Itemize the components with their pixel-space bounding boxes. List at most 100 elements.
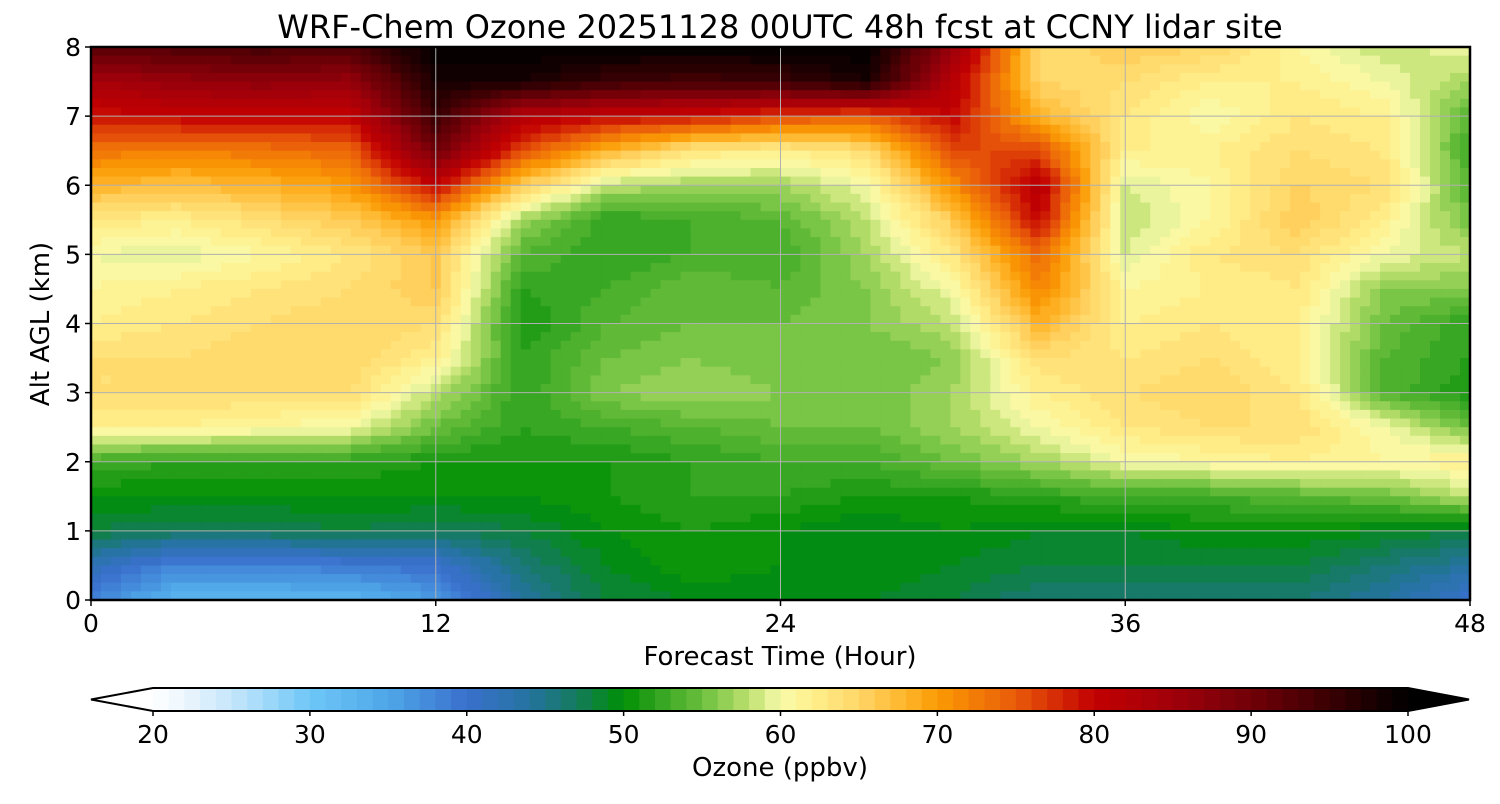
ozone-cell: [330, 340, 342, 351]
ozone-cell: [550, 323, 562, 333]
ozone-cell: [1370, 254, 1381, 264]
ozone-cell: [820, 228, 832, 238]
ozone-cell: [440, 349, 452, 359]
ozone-cell: [190, 133, 202, 143]
ozone-cell: [800, 176, 812, 186]
ozone-cell: [1170, 237, 1181, 247]
ozone-cell: [450, 254, 462, 264]
ozone-cell: [1250, 271, 1261, 281]
ozone-cell: [680, 176, 692, 186]
ozone-cell: [470, 47, 482, 57]
ozone-cell: [390, 176, 402, 186]
ozone-cell: [210, 133, 222, 143]
ozone-cell: [510, 271, 522, 281]
ozone-cell: [280, 349, 292, 359]
ozone-cell: [230, 124, 242, 135]
ozone-cell: [730, 323, 742, 333]
ozone-cell: [1260, 72, 1271, 83]
ozone-cell: [420, 133, 432, 143]
ozone-cell: [1210, 340, 1221, 351]
ozone-cell: [480, 228, 492, 238]
ozone-cell: [510, 159, 522, 169]
ozone-cell: [350, 323, 362, 333]
ozone-cell: [510, 55, 522, 65]
ozone-cell: [200, 280, 212, 290]
ozone-cell: [1050, 254, 1061, 264]
ozone-cell: [250, 64, 262, 74]
ozone-cell: [340, 245, 352, 256]
ozone-cell: [1040, 185, 1051, 195]
ozone-cell: [1370, 90, 1381, 100]
ozone-cell: [1030, 297, 1042, 307]
ozone-cell: [810, 81, 822, 91]
ozone-cell: [1340, 340, 1351, 351]
ozone-cell: [490, 47, 502, 57]
ozone-cell: [600, 185, 612, 195]
ozone-cell: [910, 211, 922, 221]
ozone-cell: [1400, 349, 1411, 359]
ozone-cell: [490, 349, 502, 359]
ozone-cell: [380, 64, 392, 74]
ozone-cell: [960, 167, 972, 178]
ozone-cell: [990, 142, 1002, 152]
ozone-cell: [150, 271, 162, 281]
ozone-cell: [210, 332, 222, 342]
ozone-cell: [160, 332, 172, 342]
ozone-cell: [540, 228, 552, 238]
ozone-cell: [250, 72, 262, 83]
ozone-cell: [1420, 271, 1431, 281]
ozone-cell: [1380, 245, 1391, 256]
ozone-cell: [1350, 193, 1361, 204]
ozone-cell: [1130, 150, 1141, 161]
ozone-cell: [150, 55, 162, 65]
ozone-cell: [780, 349, 792, 359]
ozone-cell: [1100, 116, 1111, 126]
ozone-cell: [850, 314, 862, 325]
ozone-cell: [1210, 116, 1221, 126]
ozone-cell: [1070, 142, 1081, 152]
ozone-cell: [1050, 150, 1061, 161]
ozone-cell: [780, 245, 792, 256]
ozone-cell: [400, 81, 412, 91]
ozone-cell: [1310, 306, 1321, 316]
ozone-cell: [160, 314, 172, 325]
ozone-cell: [240, 245, 252, 256]
ozone-cell: [340, 271, 352, 281]
ozone-cell: [1050, 159, 1061, 169]
ozone-cell: [630, 72, 642, 83]
ozone-cell: [1430, 245, 1441, 256]
ozone-cell: [1150, 142, 1161, 152]
ozone-cell: [900, 323, 912, 333]
ozone-cell: [740, 55, 752, 65]
ozone-cell: [1210, 64, 1221, 74]
ozone-cell: [1440, 133, 1451, 143]
ozone-cell: [930, 90, 942, 100]
ozone-cell: [1180, 349, 1191, 359]
ozone-cell: [530, 237, 542, 247]
ozone-cell: [1330, 245, 1341, 256]
ozone-cell: [480, 271, 492, 281]
ozone-cell: [1110, 280, 1121, 290]
ozone-cell: [260, 142, 272, 152]
ozone-cell: [440, 167, 452, 178]
ozone-cell: [1310, 211, 1321, 221]
ozone-cell: [550, 288, 562, 299]
ozone-cell: [700, 349, 712, 359]
ozone-cell: [1140, 90, 1151, 100]
ozone-cell: [680, 150, 692, 161]
ozone-cell: [830, 176, 842, 186]
ozone-cell: [170, 159, 182, 169]
ozone-cell: [380, 332, 392, 342]
ozone-cell: [850, 340, 862, 351]
ozone-cell: [820, 202, 832, 212]
ozone-cell: [1370, 124, 1381, 135]
ozone-cell: [790, 332, 802, 342]
ozone-cell: [750, 271, 762, 281]
ozone-cell: [300, 297, 312, 307]
ozone-cell: [1060, 167, 1071, 178]
ozone-cell: [700, 185, 712, 195]
ozone-cell: [1380, 211, 1391, 221]
ozone-cell: [750, 219, 762, 230]
ozone-cell: [1340, 81, 1351, 91]
ozone-cell: [760, 116, 772, 126]
